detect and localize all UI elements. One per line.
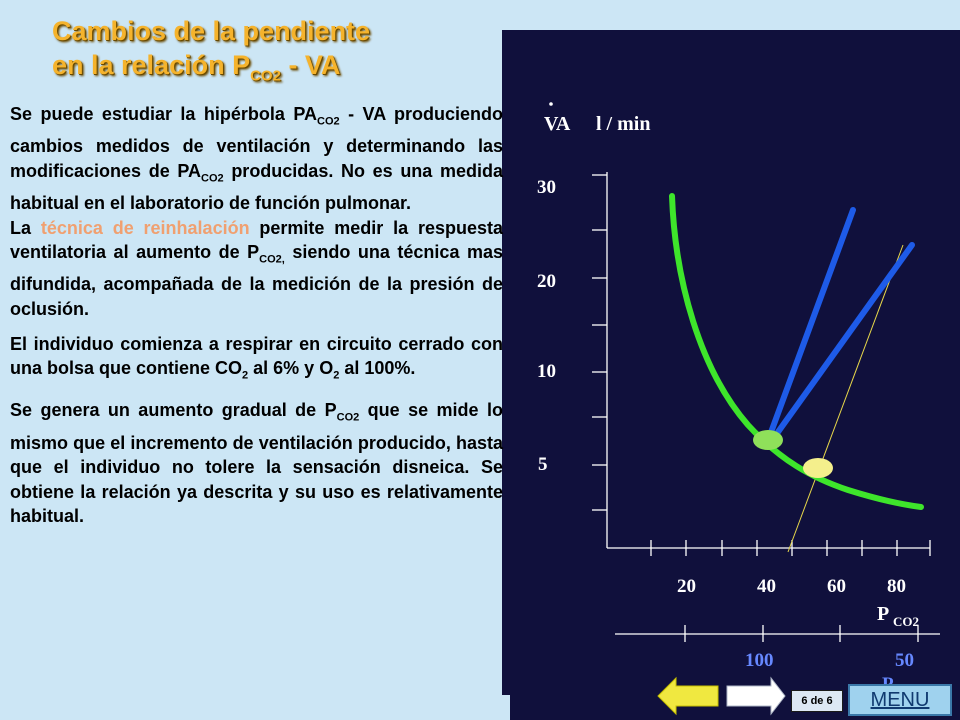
right-arrow-icon [726, 676, 786, 716]
paragraph-3: El individuo comienza a respirar en circ… [10, 332, 503, 389]
title-line-2: en la relación PCO2 - VA [52, 48, 370, 93]
marker-green [753, 430, 783, 450]
p4-text-a: Se genera un aumento gradual de P [10, 400, 337, 421]
y-axis-ticks [592, 174, 607, 511]
p3-text-a: El individuo comienza a respirar en circ… [10, 333, 503, 379]
p1-text-b: - VA produciendo cambios medidos de vent… [10, 104, 503, 181]
p1-text-c: producidas. No es una medida habitual en… [10, 160, 503, 213]
p3-sub-1: 2 [242, 369, 249, 382]
y-tick-label-30: 30 [537, 177, 556, 198]
p2-text-b: permite medir la respuesta ventilatoria … [10, 217, 503, 263]
p1-sub-1: CO2 [317, 115, 340, 128]
y-tick-label-5: 5 [538, 454, 548, 475]
thin-line [787, 244, 904, 553]
x-axis-ticks [650, 540, 931, 556]
title-prefix: en la relación P [52, 50, 251, 80]
body-text: Se puede estudiar la hipérbola PACO2 - V… [10, 102, 503, 529]
p2-highlight: técnica de reinhalación [40, 217, 250, 238]
p2-text-c: siendo una técnica mas difundida, acompa… [10, 242, 504, 319]
x-tick-label-60: 60 [827, 576, 846, 597]
slope-line-steep [767, 207, 856, 438]
p1-text-a: Se puede estudiar la hipérbola PA [10, 104, 318, 124]
paragraph-1: Se puede estudiar la hipérbola PACO2 - V… [10, 102, 503, 216]
x-tick-label-40: 40 [757, 576, 776, 597]
p2-text-a: La [10, 217, 41, 238]
x2-tick-label-100: 100 [745, 650, 774, 671]
x-tick-label-80: 80 [887, 576, 906, 597]
marker-yellow [803, 458, 833, 478]
hyperbola-curve [669, 193, 924, 510]
x2-tick-label-50: 50 [895, 650, 914, 671]
y-axis-label-dot [549, 102, 553, 106]
x-tick-label-20: 20 [677, 576, 696, 597]
slide-title: Cambios de la pendiente en la relación P… [52, 14, 370, 93]
next-slide-button[interactable] [725, 676, 787, 716]
paragraph-2: La técnica de reinhalación permite medir… [10, 216, 503, 322]
p3-text-b: al 6% y O [248, 358, 334, 379]
prev-slide-button[interactable] [656, 676, 720, 716]
y-tick-label-10: 10 [537, 361, 556, 382]
p2-sub: CO2, [259, 253, 285, 266]
left-arrow-icon [657, 676, 719, 716]
p4-text-b: que se mide lo mismo que el incremento d… [10, 400, 503, 527]
x2-axis-ticks [684, 625, 919, 642]
x-axis-label-sub: CO2 [893, 614, 919, 629]
paragraph-4: Se genera un aumento gradual de PCO2 que… [10, 398, 503, 529]
title-line-1: Cambios de la pendiente [52, 16, 371, 46]
slope-line-shallow [775, 242, 915, 435]
page-indicator: 6 de 6 [791, 690, 843, 712]
y-axis-unit: l / min [596, 113, 650, 135]
p3-text-c: al 100%. [339, 358, 416, 379]
title-suffix: - VA [280, 50, 341, 80]
y-tick-label-20: 20 [537, 271, 556, 292]
p4-sub: CO2 [336, 411, 360, 424]
title-subscript: CO2 [250, 67, 281, 85]
menu-button[interactable]: MENU [848, 684, 952, 716]
x-axis-label: P [877, 603, 889, 625]
y-axis-label: VA [544, 113, 571, 135]
p3-sub-2: 2 [333, 369, 340, 382]
p1-sub-2: CO2 [201, 172, 224, 185]
